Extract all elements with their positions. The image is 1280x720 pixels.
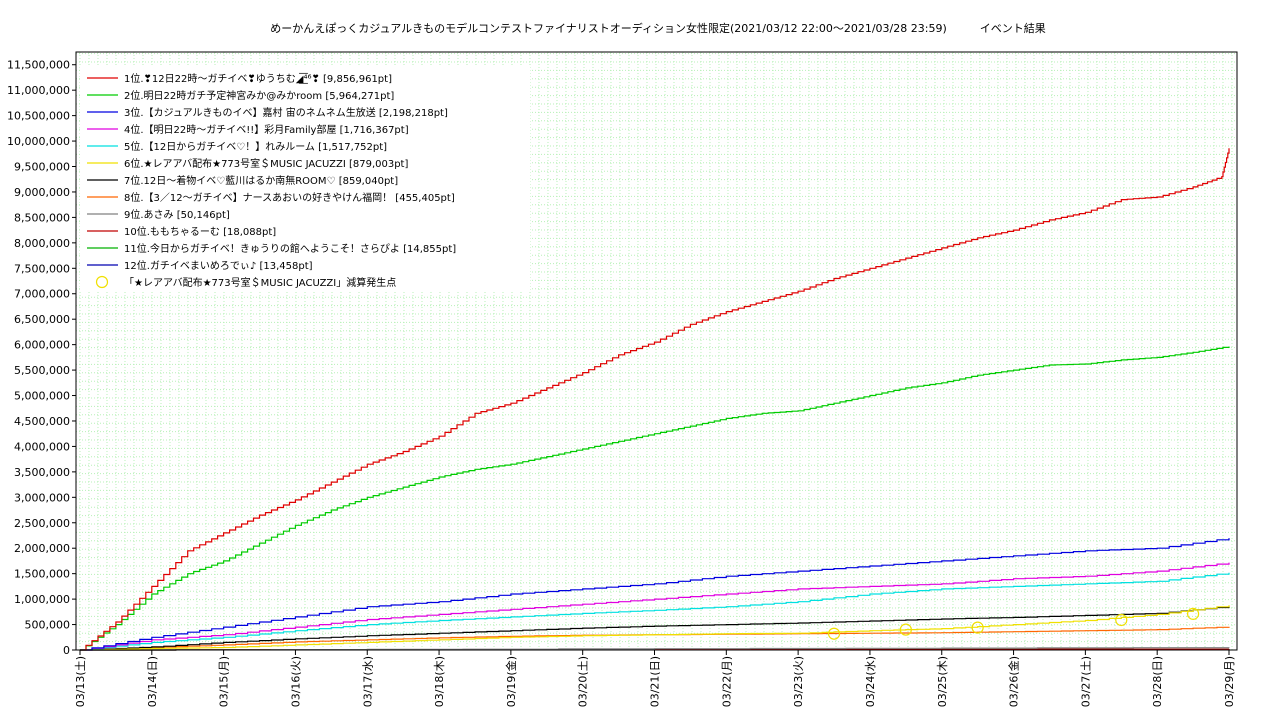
legend-entry: 5位.【12日からガチイベ♡！】れみルーム [1,517,752pt] bbox=[124, 140, 387, 153]
x-tick-label: 03/27(土) bbox=[1079, 656, 1092, 707]
reduction-markers bbox=[827, 607, 1200, 640]
legend-entry: 11位.今日からガチイベ！きゅうりの館へようこそ！さらぴよ [14,855pt] bbox=[124, 242, 456, 255]
legend-entry: 2位.明日22時ガチ予定神宮みか@みかroom [5,964,271pt] bbox=[124, 89, 394, 102]
y-tick-label: 4,000,000 bbox=[14, 440, 70, 453]
y-tick-label: 1,000,000 bbox=[14, 593, 70, 606]
x-tick-label: 03/15(月) bbox=[218, 656, 231, 707]
y-tick-label: 10,500,000 bbox=[7, 110, 70, 123]
y-tick-label: 2,000,000 bbox=[14, 542, 70, 555]
series-line bbox=[80, 606, 1230, 651]
y-tick-label: 10,000,000 bbox=[7, 135, 70, 148]
x-tick-label: 03/17(水) bbox=[361, 656, 374, 707]
y-tick-label: 8,000,000 bbox=[14, 237, 70, 250]
y-axis: 0 500,000 1,000,000 1,500,000 2,000,000 2,500… bbox=[7, 59, 76, 657]
legend: 1位.❣12日22時〜ガチイベ❣ゆうちむ◢͟͞⁴⁶❣ [9,856,961pt]… bbox=[80, 66, 530, 292]
chart-title: めーかんえぽっくカジュアルきものモデルコンテストファイナリストオーディション女性… bbox=[270, 22, 1046, 35]
x-tick-label: 03/24(水) bbox=[864, 656, 877, 707]
y-tick-label: 8,500,000 bbox=[14, 211, 70, 224]
y-tick-label: 1,500,000 bbox=[14, 568, 70, 581]
series-line bbox=[80, 538, 1230, 651]
reduction-marker bbox=[899, 623, 912, 636]
x-axis: 03/13(土) 03/14(日) 03/15(月) 03/16(火) 03/17(水)… bbox=[74, 650, 1236, 707]
y-tick-label: 5,000,000 bbox=[14, 390, 70, 403]
reduction-marker bbox=[971, 621, 984, 634]
legend-entry: 10位.ももちゃるーむ [18,088pt] bbox=[124, 225, 276, 238]
x-tick-label: 03/21(日) bbox=[649, 656, 662, 707]
y-tick-label: 3,000,000 bbox=[14, 491, 70, 504]
legend-marker-swatch bbox=[95, 275, 109, 289]
reduction-marker bbox=[827, 627, 841, 640]
y-tick-label: 4,500,000 bbox=[14, 415, 70, 428]
y-tick-label: 9,500,000 bbox=[14, 161, 70, 174]
y-tick-label: 0 bbox=[63, 644, 70, 657]
y-tick-label: 3,500,000 bbox=[14, 466, 70, 479]
series-line bbox=[80, 605, 1230, 651]
y-tick-label: 11,000,000 bbox=[7, 84, 70, 97]
legend-entry: 6位.★レアアバ配布★773号室＄MUSIC JACUZZI [879,003p… bbox=[124, 157, 408, 170]
x-tick-label: 03/18(木) bbox=[433, 656, 446, 707]
legend-box bbox=[80, 66, 530, 292]
legend-entry: 9位.あさみ [50,146pt] bbox=[124, 208, 230, 221]
y-tick-label: 11,500,000 bbox=[7, 59, 70, 72]
y-tick-label: 5,500,000 bbox=[14, 364, 70, 377]
x-tick-label: 03/28(日) bbox=[1151, 656, 1164, 707]
legend-entry-marker: 「★レアアバ配布★773号室＄MUSIC JACUZZI」減算発生点 bbox=[124, 276, 396, 289]
reduction-marker bbox=[1115, 613, 1128, 627]
x-tick-label: 03/26(金) bbox=[1007, 656, 1021, 707]
series-line bbox=[80, 148, 1230, 651]
x-tick-label: 03/14(日) bbox=[146, 656, 159, 707]
plot-frame bbox=[75, 51, 1238, 651]
x-tick-label: 03/20(土) bbox=[577, 656, 590, 707]
series-line bbox=[80, 346, 1230, 651]
y-tick-label: 6,500,000 bbox=[14, 313, 70, 326]
y-tick-label: 2,500,000 bbox=[14, 517, 70, 530]
x-tick-label: 03/22(月) bbox=[720, 656, 733, 707]
legend-entry: 7位.12日〜着物イベ♡藍川はるか南無ROOM♡ [859,040pt] bbox=[124, 174, 398, 187]
y-tick-label: 500,000 bbox=[25, 619, 71, 632]
x-tick-label: 03/16(火) bbox=[289, 656, 302, 707]
y-tick-label: 9,000,000 bbox=[14, 186, 70, 199]
x-tick-label: 03/25(木) bbox=[936, 656, 949, 707]
y-tick-label: 7,500,000 bbox=[14, 262, 70, 275]
x-tick-label: 03/29(月) bbox=[1223, 656, 1236, 707]
series-line bbox=[80, 572, 1230, 651]
y-tick-label: 6,000,000 bbox=[14, 339, 70, 352]
reduction-marker bbox=[1186, 607, 1200, 620]
legend-entry: 12位.ガチイベまいめろでぃ♪ [13,458pt] bbox=[124, 259, 313, 272]
x-tick-label: 03/23(火) bbox=[792, 656, 805, 707]
series-line bbox=[80, 562, 1230, 651]
legend-entry: 3位.【カジュアルきものイベ】嘉村 宙のネムネム生放送 [2,198,218pt… bbox=[124, 106, 448, 119]
x-tick-label: 03/19(金) bbox=[504, 656, 518, 707]
legend-entry: 8位.【3／12〜ガチイベ】ナースあおいの好きやけん福岡！ [455,405pt… bbox=[124, 191, 455, 204]
x-tick-label: 03/13(土) bbox=[74, 656, 87, 707]
legend-entry: 4位.【明日22時〜ガチイベ!!】彩月Family部屋 [1,716,367pt… bbox=[124, 123, 409, 136]
y-tick-label: 7,000,000 bbox=[14, 288, 70, 301]
legend-entry: 1位.❣12日22時〜ガチイベ❣ゆうちむ◢͟͞⁴⁶❣ [9,856,961pt] bbox=[124, 72, 392, 85]
